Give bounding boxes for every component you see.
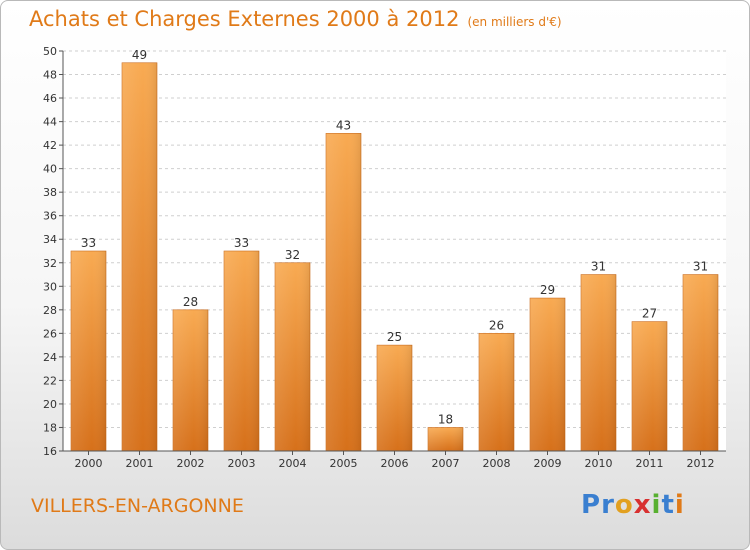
x-tick-label: 2004: [279, 457, 307, 470]
bar-shade: [71, 251, 106, 451]
bar-shade: [428, 427, 463, 451]
bar-shade: [173, 309, 208, 451]
x-tick-label: 2008: [483, 457, 511, 470]
x-tick-label: 2011: [636, 457, 664, 470]
data-label: 28: [183, 295, 198, 309]
x-tick-label: 2002: [177, 457, 205, 470]
bar-shade: [581, 274, 616, 451]
x-tick-label: 2010: [585, 457, 613, 470]
town-name: VILLERS-EN-ARGONNE: [31, 495, 244, 517]
y-tick-label: 38: [43, 186, 57, 199]
y-tick-label: 40: [43, 163, 57, 176]
y-tick-label: 28: [43, 304, 57, 317]
x-tick-label: 2007: [432, 457, 460, 470]
x-tick-label: 2003: [228, 457, 256, 470]
y-tick-label: 32: [43, 257, 57, 270]
y-tick-label: 16: [43, 445, 57, 458]
logo-letter: r: [601, 490, 615, 520]
bar-shade: [377, 345, 412, 451]
y-tick-label: 26: [43, 327, 57, 340]
x-tick-label: 2005: [330, 457, 358, 470]
logo-letter: x: [633, 490, 652, 520]
data-label: 31: [693, 260, 708, 274]
y-tick-label: 46: [43, 92, 57, 105]
y-tick-label: 18: [43, 421, 57, 434]
y-tick-label: 42: [43, 139, 57, 152]
logo-letter: o: [614, 490, 634, 520]
x-tick-label: 2009: [534, 457, 562, 470]
chart-title: Achats et Charges Externes 2000 à 2012 (e…: [29, 7, 562, 31]
bar-shade: [683, 274, 718, 451]
chart-title-text: Achats et Charges Externes 2000 à 2012: [29, 7, 460, 31]
x-tick-label: 2001: [126, 457, 154, 470]
y-tick-label: 30: [43, 280, 57, 293]
bar-shade: [479, 333, 514, 451]
x-tick-label: 2000: [75, 457, 103, 470]
data-label: 26: [489, 318, 504, 332]
data-label: 33: [234, 236, 249, 250]
bar-shade: [275, 262, 310, 451]
logo-letter: i: [651, 490, 662, 520]
data-label: 43: [336, 118, 351, 132]
logo-letter: i: [674, 490, 685, 520]
data-label: 33: [81, 236, 96, 250]
y-tick-label: 50: [43, 45, 57, 58]
bar-shade: [224, 251, 259, 451]
data-label: 29: [540, 283, 555, 297]
y-tick-label: 44: [43, 116, 57, 129]
bar-shade: [530, 298, 565, 451]
logo-letter: t: [661, 490, 675, 520]
x-tick-label: 2006: [381, 457, 409, 470]
data-label: 27: [642, 307, 657, 321]
data-label: 25: [387, 330, 402, 344]
logo-letter: P: [581, 490, 602, 520]
y-tick-label: 48: [43, 69, 57, 82]
data-label: 18: [438, 412, 453, 426]
chart-unit: (en milliers d'€): [467, 15, 562, 29]
y-tick-label: 36: [43, 210, 57, 223]
y-tick-label: 22: [43, 374, 57, 387]
proxiti-logo[interactable]: Proxiti: [581, 490, 685, 520]
y-tick-label: 34: [43, 233, 57, 246]
y-tick-label: 24: [43, 351, 57, 364]
bar-shade: [326, 133, 361, 451]
bar-shade: [632, 321, 667, 451]
y-tick-label: 20: [43, 398, 57, 411]
data-label: 32: [285, 248, 300, 262]
x-tick-label: 2012: [687, 457, 715, 470]
bar-shade: [122, 62, 157, 451]
data-label: 49: [132, 48, 147, 62]
data-label: 31: [591, 260, 606, 274]
